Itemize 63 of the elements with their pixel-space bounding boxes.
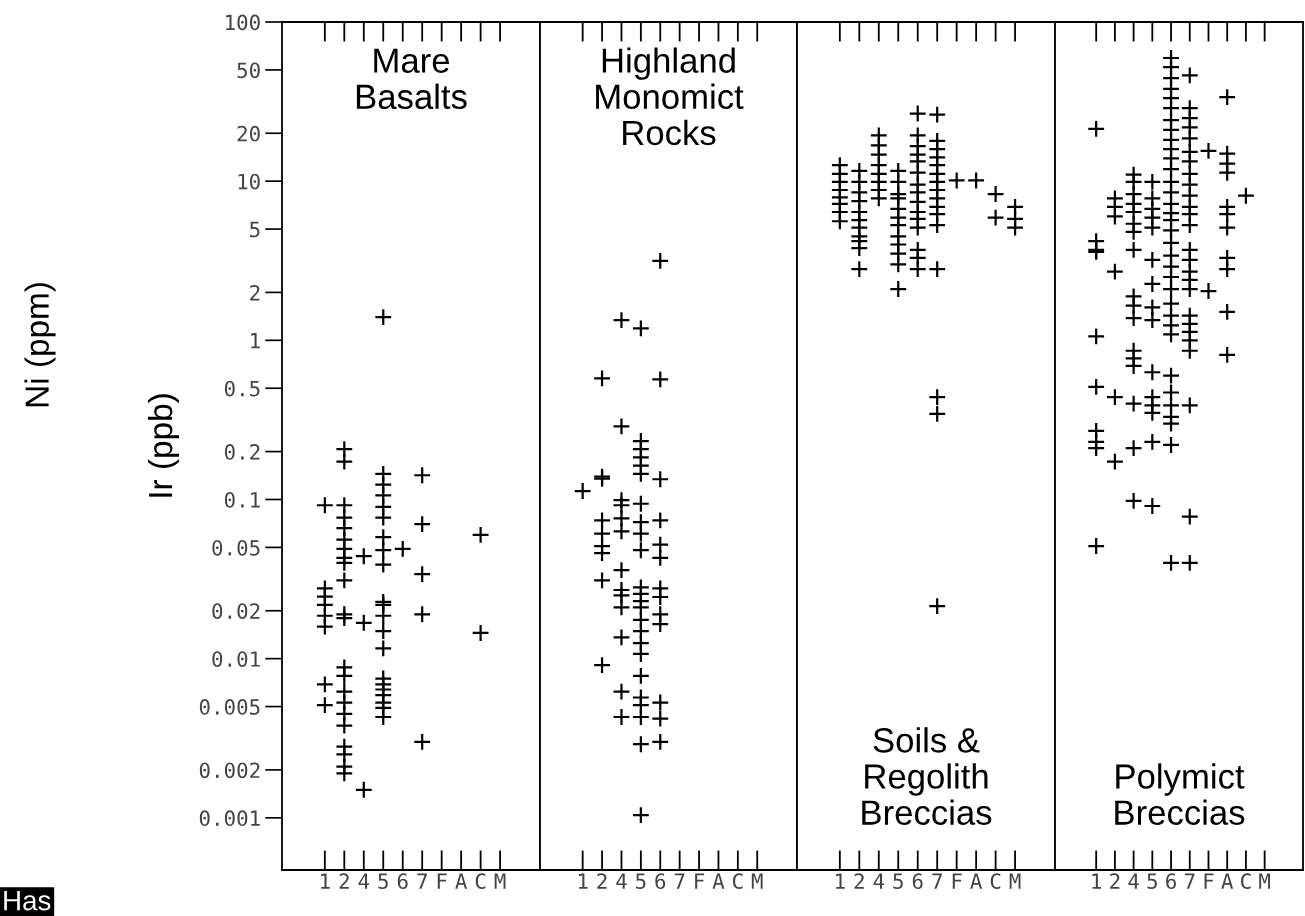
x-tick-label: 6 <box>397 873 408 890</box>
x-tick-label: F <box>1204 873 1214 889</box>
y-tick-label: 0.01 <box>212 651 260 667</box>
y-tick-label: 0.005 <box>199 699 260 715</box>
y-tick-label: 0.05 <box>212 539 260 556</box>
x-tick-label: 2 <box>339 873 349 889</box>
x-tick-label: 6 <box>912 873 923 890</box>
x-tick-label: 5 <box>636 873 646 890</box>
y-tick-label: 0.001 <box>199 810 260 827</box>
x-tick-label: C <box>732 873 743 890</box>
y-tick-label: 1 <box>251 333 260 349</box>
x-tick-label: M <box>494 873 506 889</box>
x-tick-label: 6 <box>1166 873 1176 890</box>
x-tick-label: 7 <box>417 873 427 889</box>
text: Ni (ppm) <box>24 283 56 407</box>
y-tick-label: 2 <box>250 284 260 301</box>
x-tick-label: A <box>970 873 983 889</box>
y-tick-label: 0.02 <box>212 603 260 619</box>
x-tick-label: 7 <box>1184 873 1195 889</box>
y-axis-title: Ir (ppb) <box>147 394 180 497</box>
x-tick-label: 2 <box>597 873 607 889</box>
x-tick-label: 1 <box>836 873 845 889</box>
annotation: Highland Monomict Rocks <box>596 47 744 146</box>
x-tick-label: F <box>437 873 447 889</box>
text: Has <box>4 891 51 911</box>
x-tick-label: 4 <box>1128 873 1139 889</box>
y-tick-label: 10 <box>238 173 260 190</box>
y-tick-label: 100 <box>226 14 260 31</box>
x-tick-label: 2 <box>1110 873 1120 889</box>
x-tick-label: 4 <box>358 873 370 889</box>
x-tick-label: C <box>990 873 1001 890</box>
y-tick-label: 20 <box>237 125 260 142</box>
x-tick-label: 4 <box>616 873 627 889</box>
y-tick-label: 0.2 <box>224 444 260 460</box>
x-tick-label: 7 <box>932 873 942 889</box>
x-tick-label: 1 <box>578 873 588 889</box>
x-tick-label: 1 <box>1092 873 1102 889</box>
x-tick-label: 5 <box>1147 873 1157 890</box>
annotation: Soils & Regolith Breccias <box>862 727 992 825</box>
annotation: Polymict Breccias <box>1115 763 1245 825</box>
x-tick-label: 5 <box>893 873 903 890</box>
annotation: Mare Basalts <box>356 48 467 110</box>
x-tick-label: A <box>1221 873 1234 889</box>
x-tick-label: F <box>952 873 962 889</box>
x-tick-label: 5 <box>378 873 388 890</box>
y-tick-label: 0.002 <box>199 762 260 779</box>
x-tick-label: 6 <box>655 873 666 890</box>
y-tick-label: 0.5 <box>224 380 260 397</box>
x-tick-label: 1 <box>321 873 330 889</box>
y-tick-label: 50 <box>237 62 260 79</box>
x-tick-label: M <box>751 873 763 889</box>
x-tick-label: M <box>1009 873 1021 889</box>
x-tick-label: 2 <box>854 873 864 889</box>
y-tick-label: 0.1 <box>224 491 260 508</box>
x-tick-label: A <box>712 873 725 889</box>
x-tick-label: C <box>475 873 486 890</box>
x-tick-label: F <box>695 873 705 889</box>
x-tick-label: A <box>455 873 468 889</box>
x-tick-label: 4 <box>873 873 885 889</box>
x-tick-label: C <box>1241 873 1251 890</box>
y-tick-label: 5 <box>250 221 260 238</box>
x-tick-label: 7 <box>674 873 685 889</box>
x-tick-label: M <box>1259 873 1271 889</box>
